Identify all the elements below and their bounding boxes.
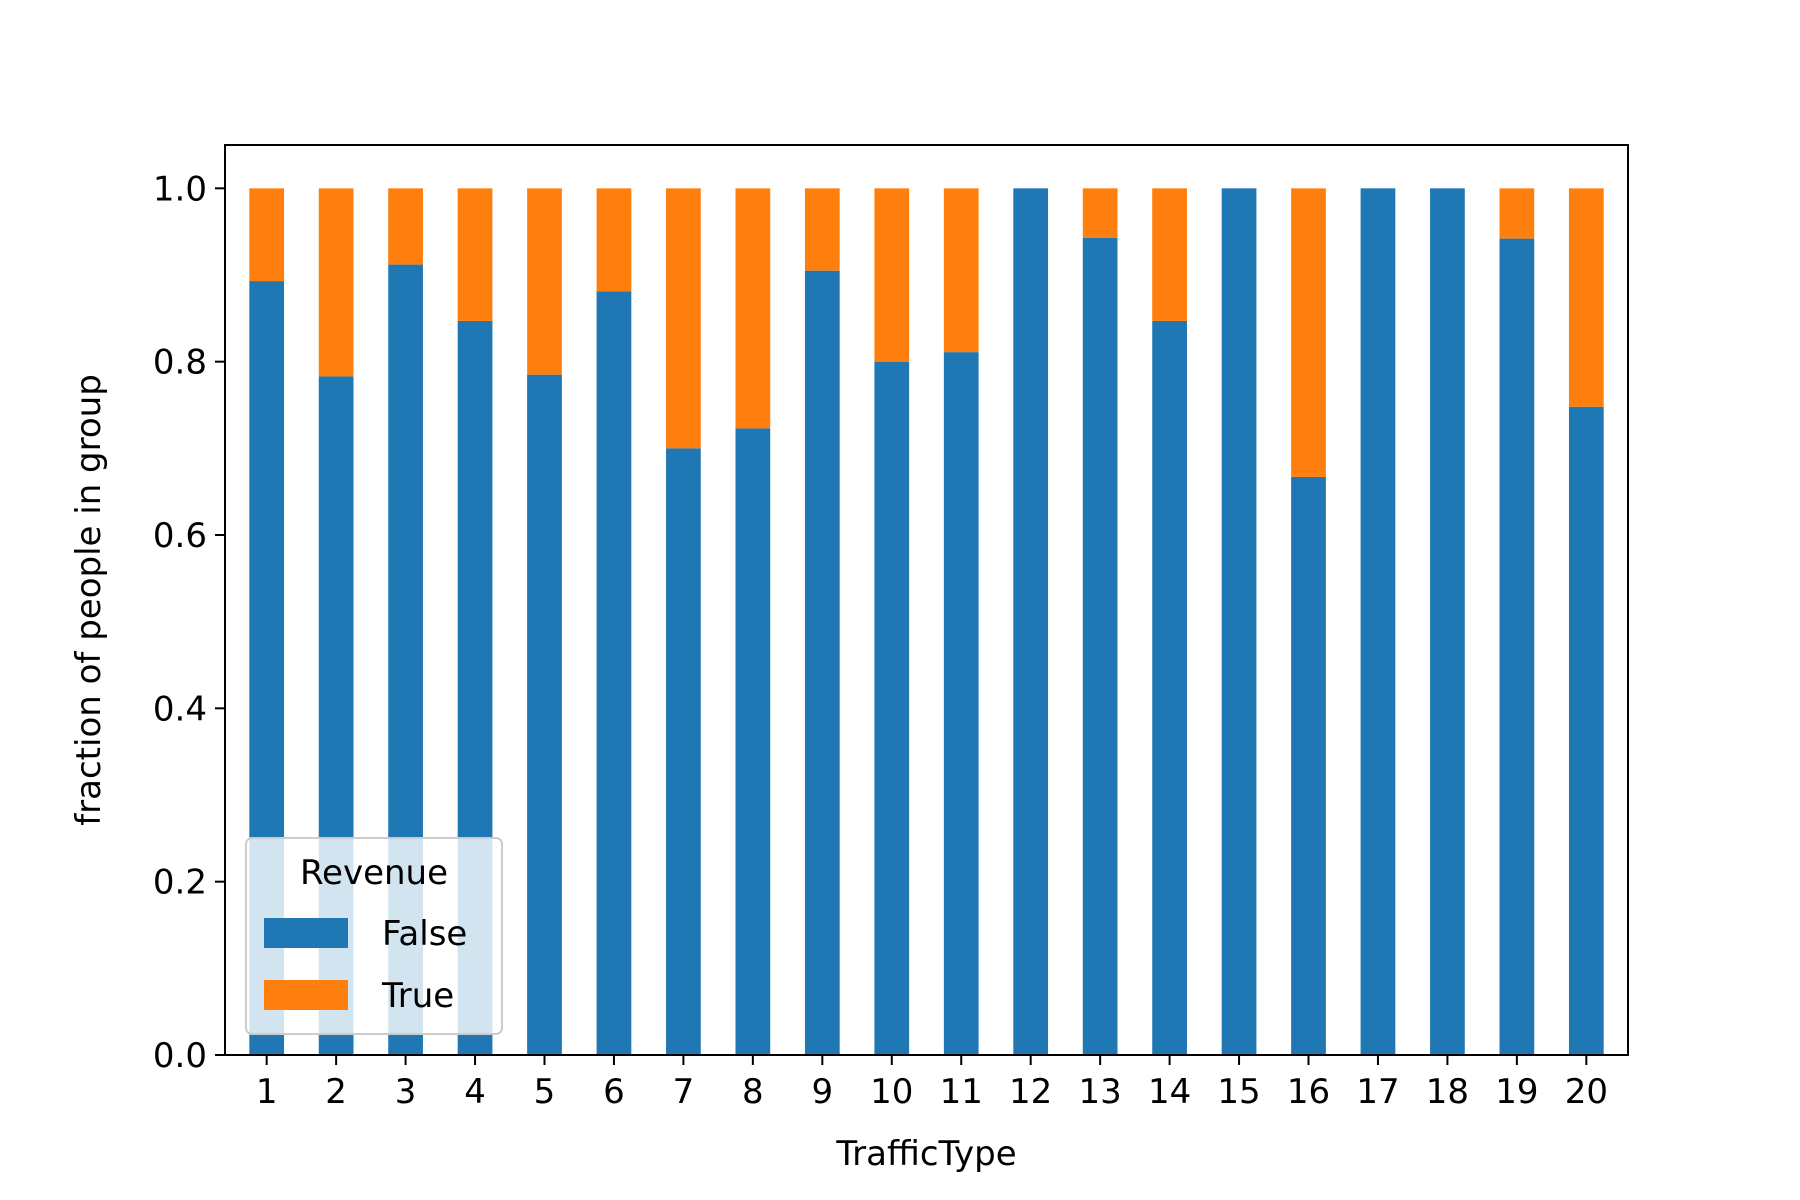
x-tick-label: 11 [940, 1072, 983, 1112]
bar-false-6 [596, 291, 632, 1055]
x-tick-label: 9 [811, 1072, 833, 1112]
bar-true-16 [1291, 188, 1326, 477]
legend-swatch-false [264, 918, 348, 948]
axes-frame [224, 144, 1629, 1056]
bar-false-17 [1360, 188, 1396, 1056]
legend-title: Revenue [300, 853, 448, 893]
x-tick-label: 16 [1287, 1072, 1330, 1112]
bar-false-11 [943, 352, 979, 1056]
bar-false-10 [874, 361, 910, 1056]
legend-swatch-true [264, 980, 348, 1010]
bar-false-12 [1013, 188, 1049, 1056]
x-tick-label: 20 [1565, 1072, 1608, 1112]
bar-false-7 [666, 448, 701, 1055]
bar-true-4 [457, 188, 493, 321]
bar-false-16 [1291, 476, 1326, 1055]
bar-false-8 [735, 428, 771, 1055]
x-tick-label: 6 [603, 1072, 625, 1112]
x-tick-label: 15 [1217, 1072, 1260, 1112]
bar-false-19 [1499, 238, 1535, 1056]
x-axis: 1 2 3 4 5 6 7 8 9 10 11 12 13 14 15 16 17 18 19 20 [256, 1055, 1608, 1112]
y-tick-label: 1.0 [153, 169, 207, 209]
bar-true-9 [804, 188, 840, 271]
x-tick-label: 2 [325, 1072, 347, 1112]
bar-true-20 [1568, 188, 1604, 407]
y-tick-label: 0.2 [153, 863, 207, 903]
legend-label-true: True [381, 976, 454, 1016]
y-axis: 0.0 0.2 0.4 0.6 0.8 1.0 [153, 169, 225, 1076]
bar-true-11 [943, 188, 979, 353]
bar-true-1 [249, 188, 285, 282]
bar-false-18 [1430, 188, 1465, 1056]
y-tick-label: 0.4 [153, 689, 207, 729]
bar-false-13 [1082, 237, 1118, 1055]
legend: Revenue False True [245, 837, 503, 1035]
y-tick-label: 0.8 [153, 343, 207, 383]
x-tick-label: 5 [534, 1072, 556, 1112]
bar-true-19 [1499, 188, 1535, 239]
x-tick-label: 13 [1079, 1072, 1122, 1112]
x-tick-label: 7 [673, 1072, 695, 1112]
x-tick-label: 19 [1495, 1072, 1538, 1112]
x-tick-label: 1 [256, 1072, 278, 1112]
bar-false-20 [1568, 406, 1604, 1055]
bar-false-5 [527, 374, 562, 1056]
bar-false-15 [1221, 188, 1257, 1056]
bar-false-9 [804, 270, 840, 1056]
x-tick-label: 4 [464, 1072, 486, 1112]
bar-true-5 [527, 188, 562, 375]
bar-true-6 [596, 188, 632, 292]
bar-false-14 [1152, 320, 1187, 1055]
bar-true-13 [1082, 188, 1118, 238]
bar-true-10 [874, 188, 910, 362]
legend-label-false: False [382, 914, 467, 954]
bar-true-14 [1152, 188, 1187, 321]
bar-true-3 [388, 188, 423, 265]
x-tick-label: 3 [395, 1072, 417, 1112]
x-tick-label: 8 [742, 1072, 764, 1112]
bar-true-8 [735, 188, 771, 429]
x-tick-label: 12 [1009, 1072, 1052, 1112]
x-axis-label: TrafficType [835, 1134, 1016, 1174]
y-tick-label: 0.0 [153, 1036, 207, 1076]
bar-true-2 [318, 188, 354, 377]
bar-true-7 [666, 188, 701, 449]
x-tick-label: 14 [1148, 1072, 1191, 1112]
y-axis-label: fraction of people in group [69, 374, 109, 826]
y-tick-label: 0.6 [153, 516, 207, 556]
x-tick-label: 17 [1356, 1072, 1399, 1112]
x-tick-label: 10 [870, 1072, 913, 1112]
legend-items: False True [264, 914, 467, 1016]
x-tick-label: 18 [1426, 1072, 1469, 1112]
